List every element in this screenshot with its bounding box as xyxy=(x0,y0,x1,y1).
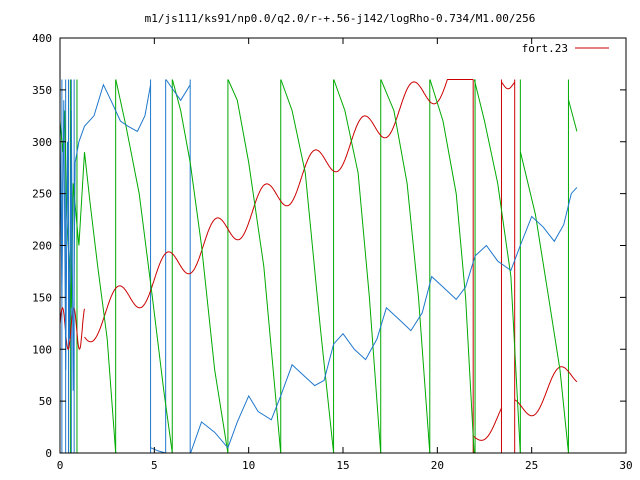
legend-label: fort.23 xyxy=(522,42,568,55)
plot-area xyxy=(60,79,578,453)
x-tick-label: 15 xyxy=(336,459,349,472)
x-tick-label: 30 xyxy=(619,459,632,472)
x-tick-label: 5 xyxy=(151,459,158,472)
y-tick-label: 200 xyxy=(32,240,52,253)
x-tick-label: 0 xyxy=(57,459,64,472)
y-tick-label: 100 xyxy=(32,343,52,356)
y-tick-label: 150 xyxy=(32,291,52,304)
y-tick-label: 50 xyxy=(39,395,52,408)
y-tick-label: 250 xyxy=(32,188,52,201)
legend: fort.23 xyxy=(522,42,609,55)
plot-frame xyxy=(59,37,627,454)
series-line-2 xyxy=(60,79,578,453)
y-tick-label: 350 xyxy=(32,84,52,97)
x-tick-label: 20 xyxy=(431,459,444,472)
x-tick-label: 10 xyxy=(242,459,255,472)
x-tick-label: 25 xyxy=(525,459,538,472)
y-tick-label: 0 xyxy=(45,447,52,460)
series-line-1 xyxy=(60,79,578,453)
y-tick-label: 300 xyxy=(32,136,52,149)
chart-title: m1/js111/ks91/np0.0/q2.0/r-+.56-j142/log… xyxy=(145,12,536,25)
y-tick-label: 400 xyxy=(32,32,52,45)
series-line-0 xyxy=(60,79,578,441)
